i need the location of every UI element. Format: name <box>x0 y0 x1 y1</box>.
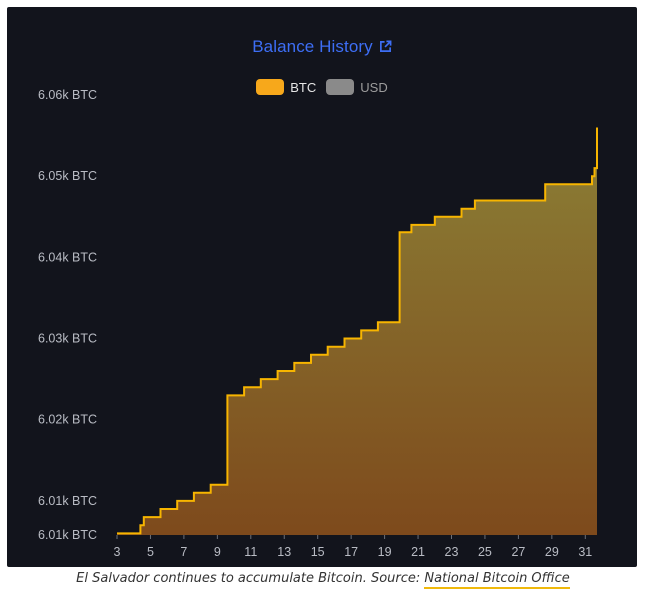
x-tick-label: 25 <box>478 545 492 559</box>
y-tick-label: 6.03k BTC <box>38 332 97 346</box>
balance-area-fill <box>117 168 597 535</box>
x-tick-label: 19 <box>378 545 392 559</box>
external-link-icon[interactable] <box>379 40 392 53</box>
x-tick-label: 11 <box>244 545 257 559</box>
chart-legend: BTC USD <box>7 79 637 95</box>
x-tick-label: 21 <box>411 545 425 559</box>
x-tick-label: 7 <box>180 545 187 559</box>
x-tick-label: 3 <box>114 545 121 559</box>
legend-swatch-btc <box>256 79 285 95</box>
source-link[interactable]: National Bitcoin Office <box>424 571 570 589</box>
caption-text: El Salvador continues to accumulate Bitc… <box>76 571 425 586</box>
balance-step-line[interactable] <box>117 127 598 535</box>
legend-label-usd: USD <box>360 79 388 95</box>
x-tick-label: 13 <box>277 545 291 559</box>
y-tick-label: 6.04k BTC <box>38 250 97 264</box>
legend-swatch-usd <box>326 79 355 95</box>
x-tick-label: 9 <box>214 545 221 559</box>
legend-item-usd[interactable]: USD <box>326 79 388 95</box>
legend-item-btc[interactable]: BTC <box>256 79 316 95</box>
y-tick-label: 6.06k BTC <box>38 88 97 102</box>
legend-label-btc: BTC <box>290 79 317 95</box>
y-tick-label: 6.01k BTC <box>38 494 97 508</box>
figure-caption: El Salvador continues to accumulate Bitc… <box>0 571 646 589</box>
x-tick-label: 5 <box>147 545 154 559</box>
x-tick-label: 17 <box>344 545 358 559</box>
x-tick-label: 31 <box>578 545 592 559</box>
y-tick-label: 6.02k BTC <box>38 413 97 427</box>
y-tick-label: 6.01k BTC <box>38 528 97 542</box>
y-tick-label: 6.05k BTC <box>38 169 97 183</box>
x-tick-label: 15 <box>311 545 325 559</box>
chart-panel: 6.06k BTC 6.05k BTC 6.04k BTC 6.03k BTC 6.02… <box>7 7 637 567</box>
x-tick-label: 23 <box>445 545 459 559</box>
chart-title[interactable]: Balance History <box>252 37 373 56</box>
x-tick-label: 29 <box>545 545 559 559</box>
x-tick-label: 27 <box>511 545 525 559</box>
balance-history-chart: 6.06k BTC 6.05k BTC 6.04k BTC 6.03k BTC 6.02… <box>38 88 598 559</box>
